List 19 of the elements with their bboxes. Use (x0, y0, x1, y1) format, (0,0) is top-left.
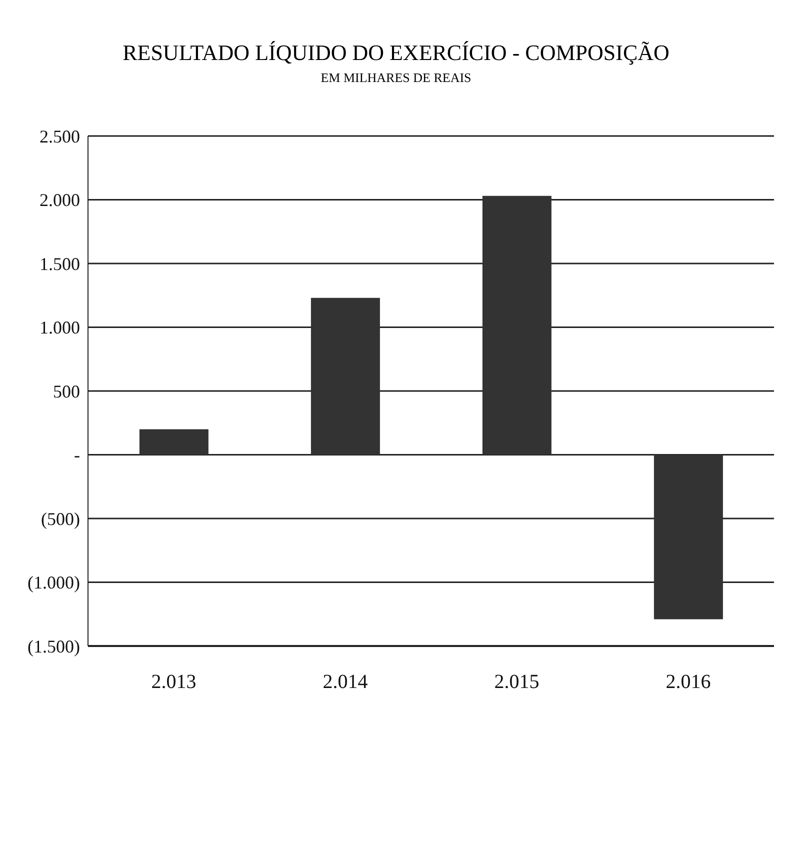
bar (139, 429, 208, 455)
chart-title: RESULTADO LÍQUIDO DO EXERCÍCIO - COMPOSIÇÃO (122, 40, 670, 66)
y-tick-label: 1.000 (40, 318, 80, 338)
y-tick-label: (1.500) (28, 636, 80, 656)
y-tick-label: (500) (41, 508, 80, 529)
y-tick-label: 2.500 (40, 126, 80, 146)
chart-subtitle: EM MILHARES DE REAIS (320, 70, 472, 86)
y-tick-label: - (74, 445, 80, 466)
bar (310, 298, 380, 455)
y-tick-label: 2.000 (40, 190, 80, 210)
x-tick-label: 2.016 (666, 671, 711, 694)
y-tick-label: (1.000) (28, 572, 80, 593)
bar (482, 196, 552, 455)
x-tick-label: 2.013 (151, 671, 196, 694)
y-tick-label: 1.500 (40, 254, 80, 274)
x-tick-label: 2.014 (322, 671, 368, 694)
y-tick-label: 500 (53, 381, 80, 402)
bar (654, 454, 723, 620)
x-tick-label: 2.015 (494, 671, 540, 694)
